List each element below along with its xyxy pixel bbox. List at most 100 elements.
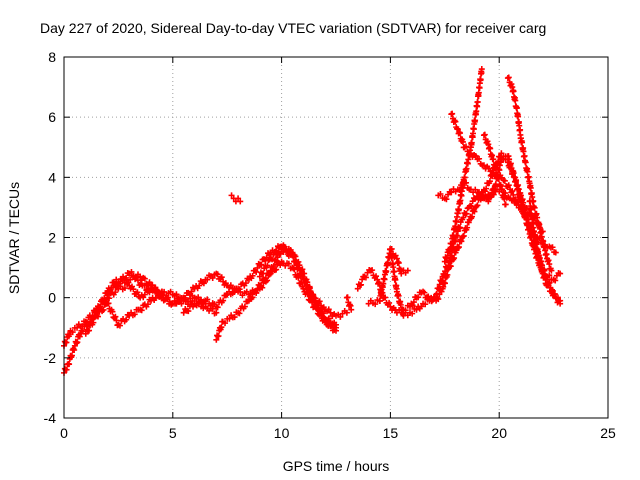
data-point (524, 168, 531, 175)
data-point (448, 240, 455, 247)
data-point (337, 313, 344, 320)
data-point (460, 214, 467, 221)
data-point (137, 273, 144, 280)
data-point (69, 329, 76, 336)
data-point (508, 81, 515, 88)
data-point (552, 249, 559, 256)
data-point (519, 139, 526, 146)
data-point (529, 215, 536, 222)
data-point (459, 138, 466, 145)
data-point (131, 311, 138, 318)
data-point (513, 104, 520, 111)
data-point (388, 245, 395, 252)
data-point (463, 210, 470, 217)
data-point (358, 281, 365, 288)
x-tick-labels: 0 5 10 15 20 25 (60, 425, 616, 441)
data-point (382, 294, 389, 301)
data-point (116, 322, 123, 329)
data-point (492, 165, 499, 172)
data-point (526, 198, 533, 205)
data-point (141, 291, 148, 298)
data-point (269, 256, 276, 263)
data-point (457, 197, 464, 204)
data-point (501, 195, 508, 202)
data-point (409, 302, 416, 309)
data-point (455, 206, 462, 213)
y-tick-labels: -4 -2 0 2 4 6 8 (44, 49, 57, 426)
data-point (545, 282, 552, 289)
data-point (395, 259, 402, 266)
data-point (422, 301, 429, 308)
data-point (222, 320, 229, 327)
data-point (138, 307, 145, 314)
data-point (534, 214, 541, 221)
data-point (316, 298, 323, 305)
data-point (504, 159, 511, 166)
data-point (236, 310, 243, 317)
data-point (128, 268, 135, 275)
data-point (270, 263, 277, 270)
data-point (209, 275, 216, 282)
chart-title: Day 227 of 2020, Sidereal Day-to-day VTE… (40, 20, 546, 36)
data-point (461, 174, 468, 181)
data-point (134, 289, 141, 296)
data-point (68, 352, 75, 359)
data-point (373, 273, 380, 280)
data-point (348, 306, 355, 313)
data-point (185, 298, 192, 305)
data-point (476, 189, 483, 196)
data-point (392, 276, 399, 283)
y-tick-label: -2 (44, 350, 57, 366)
grid (64, 57, 608, 418)
data-point (231, 314, 238, 321)
data-point (354, 285, 361, 292)
data-point (343, 309, 350, 316)
data-point (490, 156, 497, 163)
data-point (86, 327, 93, 334)
data-point (105, 300, 112, 307)
data-point (468, 203, 475, 210)
data-point (527, 184, 534, 191)
data-point (182, 294, 189, 301)
data-point (272, 257, 279, 264)
data-point (444, 264, 451, 271)
data-point (90, 319, 97, 326)
data-point (235, 195, 242, 202)
data-point (213, 309, 220, 316)
data-point (554, 294, 561, 301)
data-point (154, 289, 161, 296)
data-point (512, 176, 519, 183)
data-point (273, 258, 280, 265)
x-tick-label: 15 (383, 425, 399, 441)
data-point (522, 212, 529, 219)
y-tick-label: -4 (44, 410, 57, 426)
data-point (552, 277, 559, 284)
data-point (472, 117, 479, 124)
data-point (536, 224, 543, 231)
data-point (152, 295, 159, 302)
x-tick-label: 20 (491, 425, 507, 441)
data-point (180, 309, 187, 316)
data-point (450, 244, 457, 251)
axis-ticks (63, 56, 609, 419)
data-point (241, 303, 248, 310)
data-point (106, 295, 113, 302)
data-point (258, 282, 265, 289)
data-point (188, 288, 195, 295)
data-point (452, 223, 459, 230)
data-point (204, 296, 211, 303)
y-tick-label: 2 (48, 230, 56, 246)
data-point (535, 252, 542, 259)
data-point (459, 184, 466, 191)
data-point (175, 298, 182, 305)
data-point (258, 261, 265, 268)
data-point (100, 306, 107, 313)
data-point (204, 276, 211, 283)
data-point (452, 118, 459, 125)
data-point (249, 272, 256, 279)
data-point (548, 267, 555, 274)
data-point (214, 271, 221, 278)
data-point (448, 252, 455, 259)
data-point (475, 89, 482, 96)
data-point (146, 279, 153, 286)
